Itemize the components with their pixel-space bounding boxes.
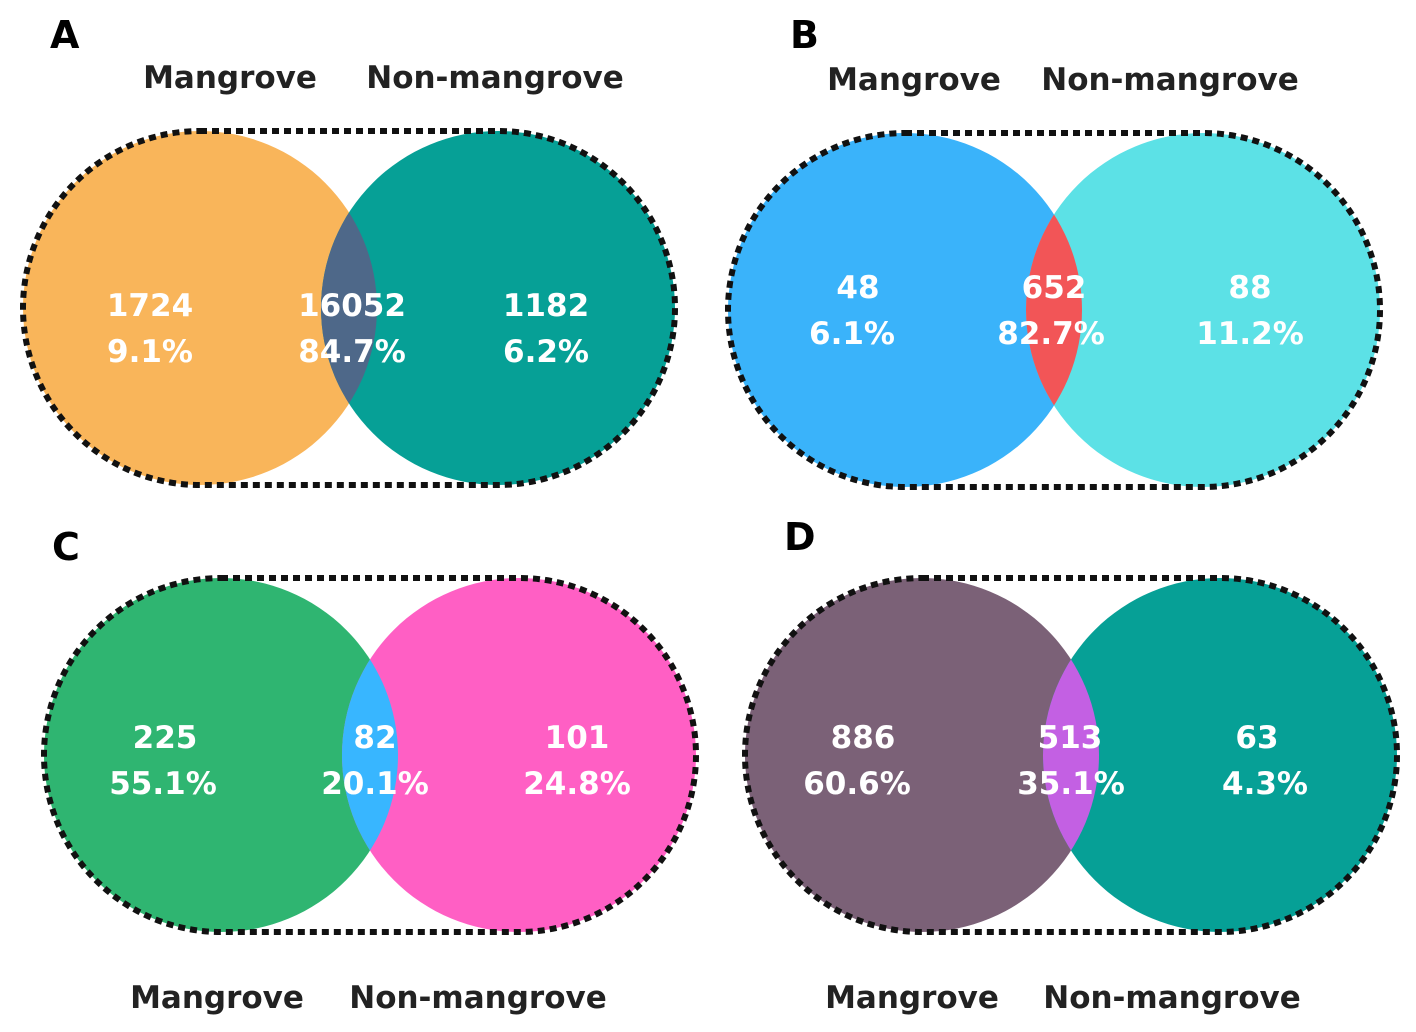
- venn-diagram-figure: A Mangrove Non-mangrove 1724 9.1% 16052 …: [0, 0, 1416, 1032]
- panel-a-non-mangrove-percent: 6.2%: [503, 334, 589, 370]
- panel-c-overlap-count: 82: [353, 720, 396, 756]
- panel-a: A Mangrove Non-mangrove 1724 9.1% 16052 …: [23, 13, 675, 485]
- panel-c-non-mangrove-label: Non-mangrove: [349, 980, 606, 1016]
- panel-d-mangrove-label: Mangrove: [825, 980, 999, 1016]
- panel-d-non-mangrove-count: 63: [1235, 720, 1278, 756]
- panel-b-overlap-percent: 82.7%: [997, 316, 1105, 352]
- panel-b-non-mangrove-label: Non-mangrove: [1041, 62, 1298, 98]
- panel-b: B Mangrove Non-mangrove 48 6.1% 652 82.7…: [728, 13, 1380, 487]
- panel-a-non-mangrove-label: Non-mangrove: [366, 60, 623, 96]
- panel-a-letter: A: [50, 13, 80, 57]
- panel-d-overlap-count: 513: [1038, 720, 1103, 756]
- panel-a-mangrove-percent: 9.1%: [107, 334, 193, 370]
- panel-c-mangrove-label: Mangrove: [130, 980, 304, 1016]
- panel-c-overlap-percent: 20.1%: [321, 766, 429, 802]
- panel-c-mangrove-count: 225: [133, 720, 198, 756]
- panel-b-non-mangrove-percent: 11.2%: [1196, 316, 1304, 352]
- panel-a-overlap-count: 16052: [298, 288, 406, 324]
- panel-c-mangrove-percent: 55.1%: [109, 766, 217, 802]
- panel-d: D Mangrove Non-mangrove 886 60.6% 513 35…: [745, 515, 1397, 1016]
- panel-a-mangrove-label: Mangrove: [143, 60, 317, 96]
- panel-c-letter: C: [52, 525, 80, 569]
- panel-d-non-mangrove-label: Non-mangrove: [1043, 980, 1300, 1016]
- panel-d-mangrove-percent: 60.6%: [803, 766, 911, 802]
- panel-a-mangrove-count: 1724: [107, 288, 193, 324]
- panel-d-overlap-percent: 35.1%: [1017, 766, 1125, 802]
- panel-b-non-mangrove-count: 88: [1228, 270, 1271, 306]
- panel-c: C Mangrove Non-mangrove 225 55.1% 82 20.…: [44, 525, 696, 1016]
- panel-b-mangrove-percent: 6.1%: [809, 316, 895, 352]
- panel-c-non-mangrove-percent: 24.8%: [523, 766, 631, 802]
- panel-a-non-mangrove-count: 1182: [503, 288, 589, 324]
- panel-b-overlap-count: 652: [1022, 270, 1087, 306]
- panel-c-non-mangrove-count: 101: [545, 720, 610, 756]
- panel-d-non-mangrove-percent: 4.3%: [1222, 766, 1308, 802]
- panel-b-letter: B: [790, 13, 819, 57]
- panel-d-letter: D: [784, 515, 816, 559]
- panel-a-overlap-percent: 84.7%: [298, 334, 406, 370]
- panel-b-mangrove-label: Mangrove: [827, 62, 1001, 98]
- panel-b-mangrove-count: 48: [836, 270, 879, 306]
- panel-d-mangrove-count: 886: [831, 720, 896, 756]
